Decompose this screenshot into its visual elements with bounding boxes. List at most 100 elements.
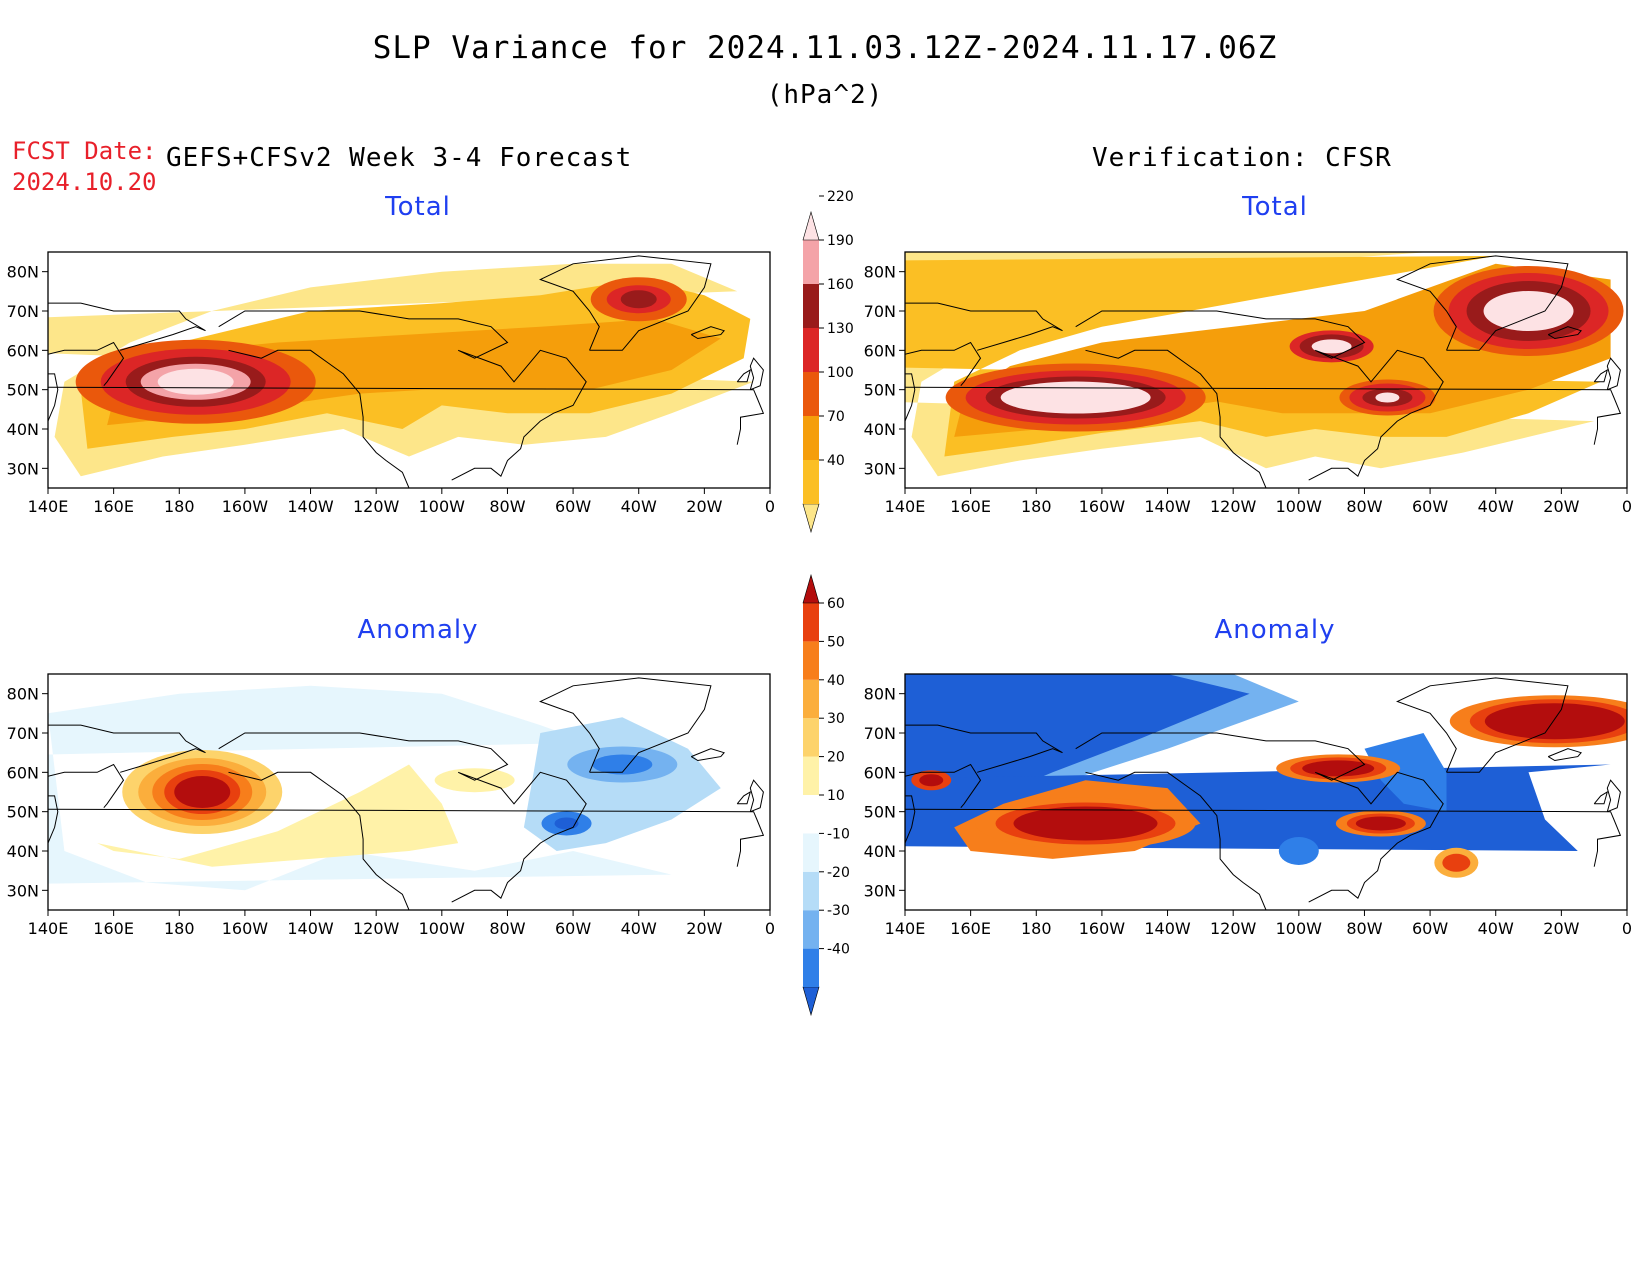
lat-tick-label: 40N <box>7 420 39 439</box>
coastline-6 <box>1606 357 1621 391</box>
lat-tick-label: 60N <box>864 341 896 360</box>
colorbar-anomaly-tick-label: -30 <box>827 903 850 919</box>
coastline-6 <box>1606 779 1621 813</box>
map-panel-verification-total <box>905 252 1627 488</box>
colorbar-anomaly-swatch <box>803 603 819 642</box>
coastline-6 <box>749 779 764 813</box>
lon-tick-label: 40W <box>1478 497 1514 516</box>
verification-anomaly-azores-max-contour-1 <box>1442 853 1471 872</box>
lat-tick-label: 40N <box>864 842 896 861</box>
lon-tick-label: 140E <box>28 919 69 938</box>
coastline-5 <box>905 386 1622 445</box>
coastline-1 <box>228 771 410 910</box>
lat-tick-label: 70N <box>864 302 896 321</box>
lon-tick-label: 20W <box>686 497 722 516</box>
lon-tick-label: 120W <box>1210 919 1257 938</box>
coastline-0 <box>1075 732 1444 903</box>
lon-tick-label: 100W <box>419 919 466 938</box>
lat-tick-label: 50N <box>864 803 896 822</box>
colorbar-total: 40 70 100 130 160 190 220 <box>802 189 854 534</box>
forecast-total-pacific-max-contour-4 <box>157 368 234 395</box>
panel-frame <box>904 673 1628 911</box>
lat-tick-label: 60N <box>864 763 896 782</box>
coastline-7 <box>736 368 752 383</box>
coastline-4 <box>905 724 1063 773</box>
lat-tick-label: 50N <box>7 803 39 822</box>
colorbar-anomaly-swatch <box>803 718 819 757</box>
coastline-1 <box>228 349 410 488</box>
coastline-7 <box>736 790 752 805</box>
lon-tick-label: 100W <box>1276 919 1323 938</box>
colorbar-total-tick-label: 100 <box>827 365 854 381</box>
forecast-total-greenland-max-contour-2 <box>620 290 657 309</box>
lon-tick-label: 120W <box>353 497 400 516</box>
coastline-7 <box>1593 790 1609 805</box>
lat-tick-label: 60N <box>7 763 39 782</box>
colorbar-total-tick-label: 190 <box>827 233 854 249</box>
lat-tick-label: 50N <box>7 381 39 400</box>
lon-tick-label: 80W <box>1346 919 1382 938</box>
lon-tick-label: 100W <box>1276 497 1323 516</box>
colorbar-total-tick-label: 70 <box>827 409 845 425</box>
lon-tick-label: 60W <box>555 497 591 516</box>
lon-tick-label: 140W <box>1144 497 1191 516</box>
lat-tick-label: 70N <box>864 724 896 743</box>
verification-total-hudson-max-contour-2 <box>1311 339 1352 354</box>
coastline-4 <box>905 302 1063 351</box>
coastline-0 <box>1075 310 1444 481</box>
colorbar-anomaly-swatch <box>803 679 819 719</box>
lat-tick-label: 40N <box>7 842 39 861</box>
coastline-2 <box>1396 677 1569 773</box>
panel-title-forecast-total: Total <box>385 192 451 222</box>
lon-tick-label: 120W <box>1210 497 1257 516</box>
colorbar-anomaly-tick-label: 10 <box>827 788 845 804</box>
lon-tick-label: 40W <box>1478 919 1514 938</box>
lon-tick-label: 160W <box>222 919 269 938</box>
map-panel-forecast-total <box>48 252 770 488</box>
fcst-date-label: FCST Date: <box>12 137 157 165</box>
lon-tick-label: 20W <box>1543 919 1579 938</box>
figure-title: SLP Variance for 2024.11.03.12Z-2024.11.… <box>372 30 1278 66</box>
colorbar-total-swatch <box>803 372 819 416</box>
lat-tick-label: 80N <box>864 685 896 704</box>
lat-tick-label: 70N <box>7 724 39 743</box>
colorbar-total-swatch <box>803 284 819 328</box>
verification-anomaly-hudson-max-contour-2 <box>1302 760 1375 777</box>
coastline-8 <box>690 326 725 340</box>
coastline-1 <box>1085 349 1267 488</box>
coastline-0 <box>218 310 587 481</box>
lat-tick-label: 60N <box>7 341 39 360</box>
verification-anomaly-atlantic-max-contour-2 <box>1484 703 1625 740</box>
verification-total-lakes-max-contour-3 <box>1375 392 1400 403</box>
forecast-anomaly-lakes-min-contour-1 <box>554 817 579 830</box>
coastline-5 <box>905 808 1622 867</box>
verification-title: Verification: CFSR <box>1092 143 1392 173</box>
colorbar-anomaly-low-triangle <box>802 986 820 1017</box>
lon-tick-label: 80W <box>1346 497 1382 516</box>
lon-tick-label: 160W <box>1079 919 1126 938</box>
lon-tick-label: 100W <box>419 497 466 516</box>
lat-tick-label: 40N <box>864 420 896 439</box>
lon-tick-label: 160W <box>1079 497 1126 516</box>
verification-anomaly-plains-min-contour-0 <box>1278 837 1319 865</box>
colorbar-anomaly-swatch <box>803 833 819 872</box>
coastline-3 <box>48 341 125 422</box>
coastline-8 <box>1547 748 1582 762</box>
forecast-title: GEFS+CFSv2 Week 3-4 Forecast <box>166 143 633 173</box>
lon-tick-label: 20W <box>686 919 722 938</box>
lon-tick-label: 180 <box>164 919 195 938</box>
coastline-3 <box>905 763 982 844</box>
lon-tick-label: 40W <box>621 497 657 516</box>
forecast-anomaly-atlantic-min-contour-1 <box>592 754 653 775</box>
lon-tick-label: 160W <box>222 497 269 516</box>
coastline-0 <box>218 732 587 903</box>
lon-tick-label: 120W <box>353 919 400 938</box>
lon-tick-label: 160E <box>93 497 134 516</box>
colorbar-anomaly-swatch <box>803 910 819 949</box>
lat-tick-label: 30N <box>7 459 39 478</box>
colorbar-anomaly-swatch <box>803 871 819 911</box>
lon-tick-label: 160E <box>950 497 991 516</box>
lat-tick-label: 30N <box>7 881 39 900</box>
lon-tick-label: 0 <box>1622 497 1632 516</box>
